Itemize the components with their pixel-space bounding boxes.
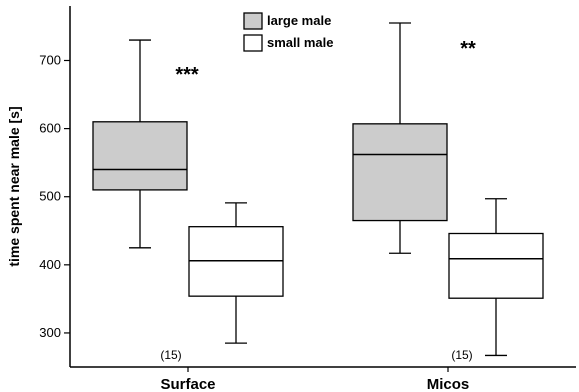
box-iqr bbox=[352, 123, 448, 222]
x-tick-label: Micos bbox=[427, 376, 470, 392]
box-iqr bbox=[448, 232, 544, 299]
box-surface-large-male bbox=[92, 39, 188, 249]
legend-swatch bbox=[243, 12, 263, 30]
box-micos-small-male bbox=[448, 198, 544, 357]
sample-size-label: (15) bbox=[160, 348, 181, 362]
significance-label: *** bbox=[175, 64, 199, 86]
y-tick-label: 400 bbox=[39, 257, 61, 272]
legend-label: small male bbox=[267, 35, 334, 50]
box-iqr bbox=[92, 121, 188, 191]
legend: large male small male bbox=[243, 12, 334, 52]
axes: 300 400 500 600 700 time spent near male [s] S… bbox=[6, 6, 576, 392]
y-tick-label: 700 bbox=[39, 52, 61, 67]
significance-label: ** bbox=[460, 38, 476, 60]
boxes bbox=[92, 22, 544, 357]
y-tick-label: 300 bbox=[39, 325, 61, 340]
y-tick-label: 500 bbox=[39, 189, 61, 204]
sample-size-label: (15) bbox=[451, 348, 472, 362]
box-surface-small-male bbox=[188, 202, 284, 344]
annotations: *****(15) (15) bbox=[160, 38, 476, 362]
x-tick-label: Surface bbox=[160, 376, 215, 392]
y-tick-label: 600 bbox=[39, 121, 61, 136]
y-axis-label: time spent near male [s] bbox=[6, 106, 22, 266]
legend-swatch bbox=[243, 34, 263, 52]
box-micos-large-male bbox=[352, 22, 448, 254]
legend-label: large male bbox=[267, 13, 331, 28]
